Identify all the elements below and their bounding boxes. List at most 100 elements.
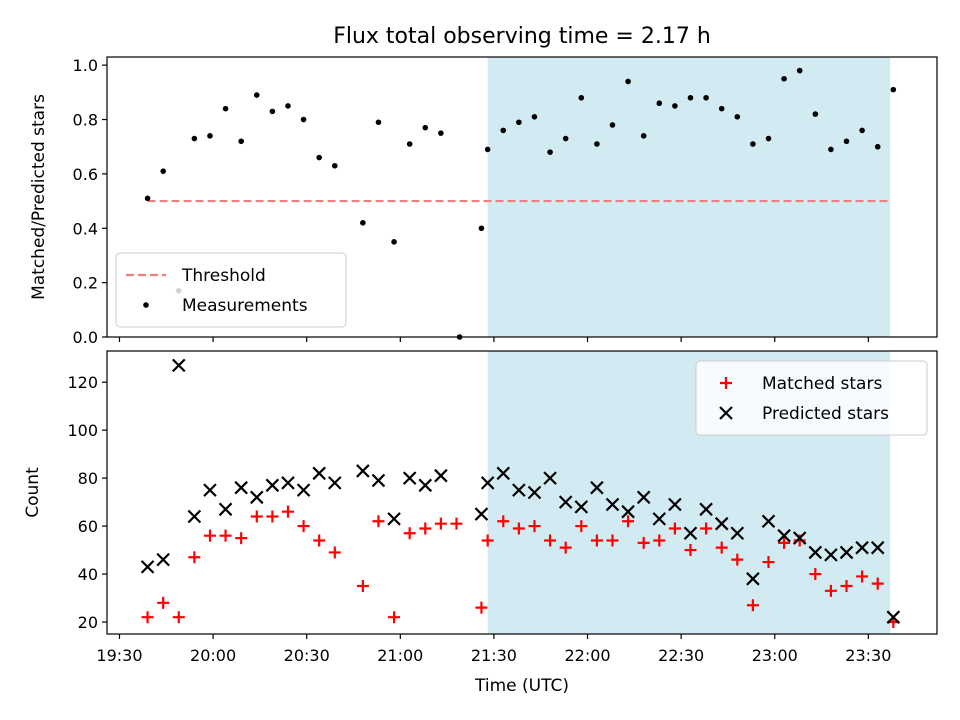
measurement-point <box>562 135 569 142</box>
measurement-point <box>438 130 444 136</box>
matched-star-point <box>388 611 401 624</box>
legend-label: Measurements <box>182 296 308 316</box>
measurement-point <box>478 225 485 232</box>
x-axis-label: Time (UTC) <box>474 676 569 696</box>
measurement-point <box>422 124 429 131</box>
matched-star-point <box>481 534 494 547</box>
y-tick-label: 0.2 <box>73 274 98 293</box>
y-tick-label: 0.0 <box>73 328 98 347</box>
predicted-star-point <box>249 490 264 505</box>
predicted-star-point <box>480 476 495 490</box>
y-tick-label: 100 <box>67 421 98 440</box>
predicted-star-point <box>234 480 248 495</box>
matched-star-point <box>871 577 884 590</box>
measurement-point <box>625 78 631 85</box>
matched-star-point <box>668 522 681 535</box>
predicted-star-point <box>699 502 713 517</box>
legend-label: Predicted stars <box>762 404 889 424</box>
y-axis-label: Matched/Predicted stars <box>29 94 49 300</box>
x-tick-label: 23:00 <box>752 646 798 665</box>
legend-box <box>695 360 928 436</box>
y-tick-label: 0.4 <box>73 219 98 238</box>
measurement-point <box>781 75 787 82</box>
predicted-star-point <box>808 545 823 560</box>
predicted-star-point <box>855 540 869 555</box>
x-tick-label: 21:30 <box>471 646 517 665</box>
predicted-star-point <box>714 516 729 531</box>
y-tick-label: 40 <box>78 565 98 584</box>
top-panel: 0.0 0.2 0.4 0.6 0.8 1.0 Matched/Predicted star… <box>29 56 938 347</box>
measurement-point <box>269 108 276 115</box>
measurement-point <box>656 100 663 107</box>
measurement-point <box>609 122 616 128</box>
matched-star-point <box>475 601 488 614</box>
matched-star-point <box>313 534 326 547</box>
matched-star-point <box>622 515 635 528</box>
measurement-point <box>316 154 322 161</box>
matched-star-point <box>809 568 822 581</box>
chart-title: Flux total observing time = 2.17 h <box>333 24 711 49</box>
measurement-point <box>516 119 522 126</box>
matched-star-point <box>434 517 447 530</box>
predicted-star-point <box>574 500 589 514</box>
measurement-point <box>144 195 151 202</box>
predicted-star-point <box>328 476 342 490</box>
predicted-star-point <box>543 471 557 485</box>
matched-star-point <box>250 510 263 523</box>
measurement-point <box>222 105 229 112</box>
measurement-point <box>391 239 397 245</box>
predicted-star-point <box>761 514 776 529</box>
measurement-point <box>253 92 260 98</box>
predicted-star-point <box>512 483 526 497</box>
predicted-star-point <box>870 540 885 555</box>
measurement-point <box>191 135 198 142</box>
predicted-star-point <box>281 476 295 490</box>
predicted-star-point <box>792 531 807 545</box>
matched-star-point <box>715 541 728 554</box>
y-tick-label: 1.0 <box>73 56 98 75</box>
x-tick-label: 19:30 <box>96 646 142 665</box>
predicted-star-point <box>683 526 698 541</box>
plot-frame <box>106 350 938 635</box>
predicted-star-point <box>371 473 386 488</box>
matched-star-point <box>450 517 463 530</box>
y-tick-label: 0.8 <box>73 111 98 130</box>
matched-star-point <box>356 580 369 593</box>
measurement-point <box>843 138 850 145</box>
y-tick-label: 80 <box>78 469 98 488</box>
legend-box <box>115 252 347 328</box>
matched-star-point <box>544 534 557 547</box>
predicted-star-point <box>605 497 620 512</box>
matched-star-point <box>778 536 791 549</box>
y-tick-label: 20 <box>78 613 98 632</box>
predicted-star-point <box>312 466 326 481</box>
matched-star-point <box>372 515 385 528</box>
matched-star-point <box>856 570 869 583</box>
y-tick-label: 0.6 <box>73 165 98 184</box>
predicted-star-point <box>156 552 170 567</box>
legend-label: Threshold <box>181 266 266 286</box>
matched-star-point <box>637 536 650 549</box>
measurement-point <box>672 103 678 109</box>
matched-star-point <box>403 527 416 540</box>
measurement-point <box>765 135 772 142</box>
plot-frame <box>106 56 938 338</box>
measurement-point <box>500 127 507 134</box>
predicted-star-point <box>387 512 401 526</box>
predicted-star-point <box>652 512 667 526</box>
legend-swatch <box>719 406 733 420</box>
x-tick-label: 23:30 <box>845 646 891 665</box>
matched-star-point <box>419 522 432 535</box>
matched-star-point <box>793 534 806 547</box>
predicted-star-point <box>590 480 604 495</box>
measurement-point <box>594 141 600 147</box>
predicted-star-point <box>730 526 745 541</box>
matched-star-point <box>188 551 201 564</box>
predicted-star-point <box>203 483 217 497</box>
predicted-star-point <box>187 509 202 524</box>
x-tick-label: 22:30 <box>658 646 704 665</box>
matched-star-point <box>266 510 279 523</box>
y-tick-label: 60 <box>78 517 98 536</box>
predicted-star-point <box>527 485 542 500</box>
measurement-point <box>547 149 553 155</box>
